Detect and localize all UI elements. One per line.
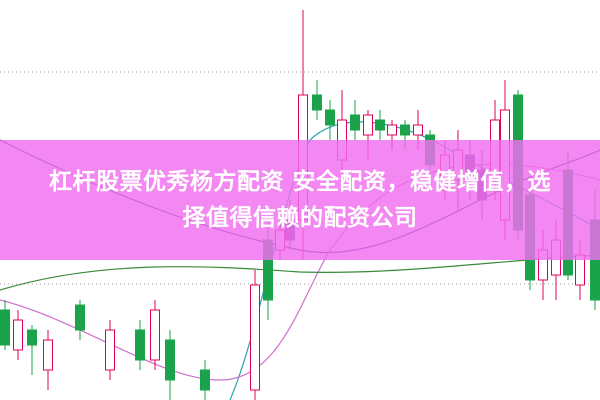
title-banner: 杠杆股票优秀杨方配资 安全配资，稳健增值，选 择值得信赖的配资公司 xyxy=(0,140,600,260)
banner-title-line-2: 择值得信赖的配资公司 xyxy=(182,205,418,231)
candle-body xyxy=(105,329,115,371)
candle-body xyxy=(387,124,397,136)
candle-body xyxy=(400,124,410,136)
candle-body xyxy=(135,329,145,361)
candle-body xyxy=(325,109,335,126)
candle-body xyxy=(75,304,85,331)
candle-body xyxy=(350,114,360,131)
candle-body xyxy=(363,114,373,136)
candle-body xyxy=(200,369,210,391)
banner-title-line-1: 杠杆股票优秀杨方配资 安全配资，稳健增值，选 xyxy=(48,169,551,195)
candle-body xyxy=(13,319,23,351)
candle-body xyxy=(250,284,260,391)
candle-body xyxy=(375,119,385,131)
candle-body xyxy=(27,329,37,346)
candle-body xyxy=(0,309,10,346)
moving-average-line xyxy=(0,254,600,291)
candle-body xyxy=(413,124,423,136)
candle-body xyxy=(312,94,322,111)
candle-body xyxy=(150,309,160,361)
candle-body xyxy=(43,339,53,371)
candle-body xyxy=(165,339,175,381)
